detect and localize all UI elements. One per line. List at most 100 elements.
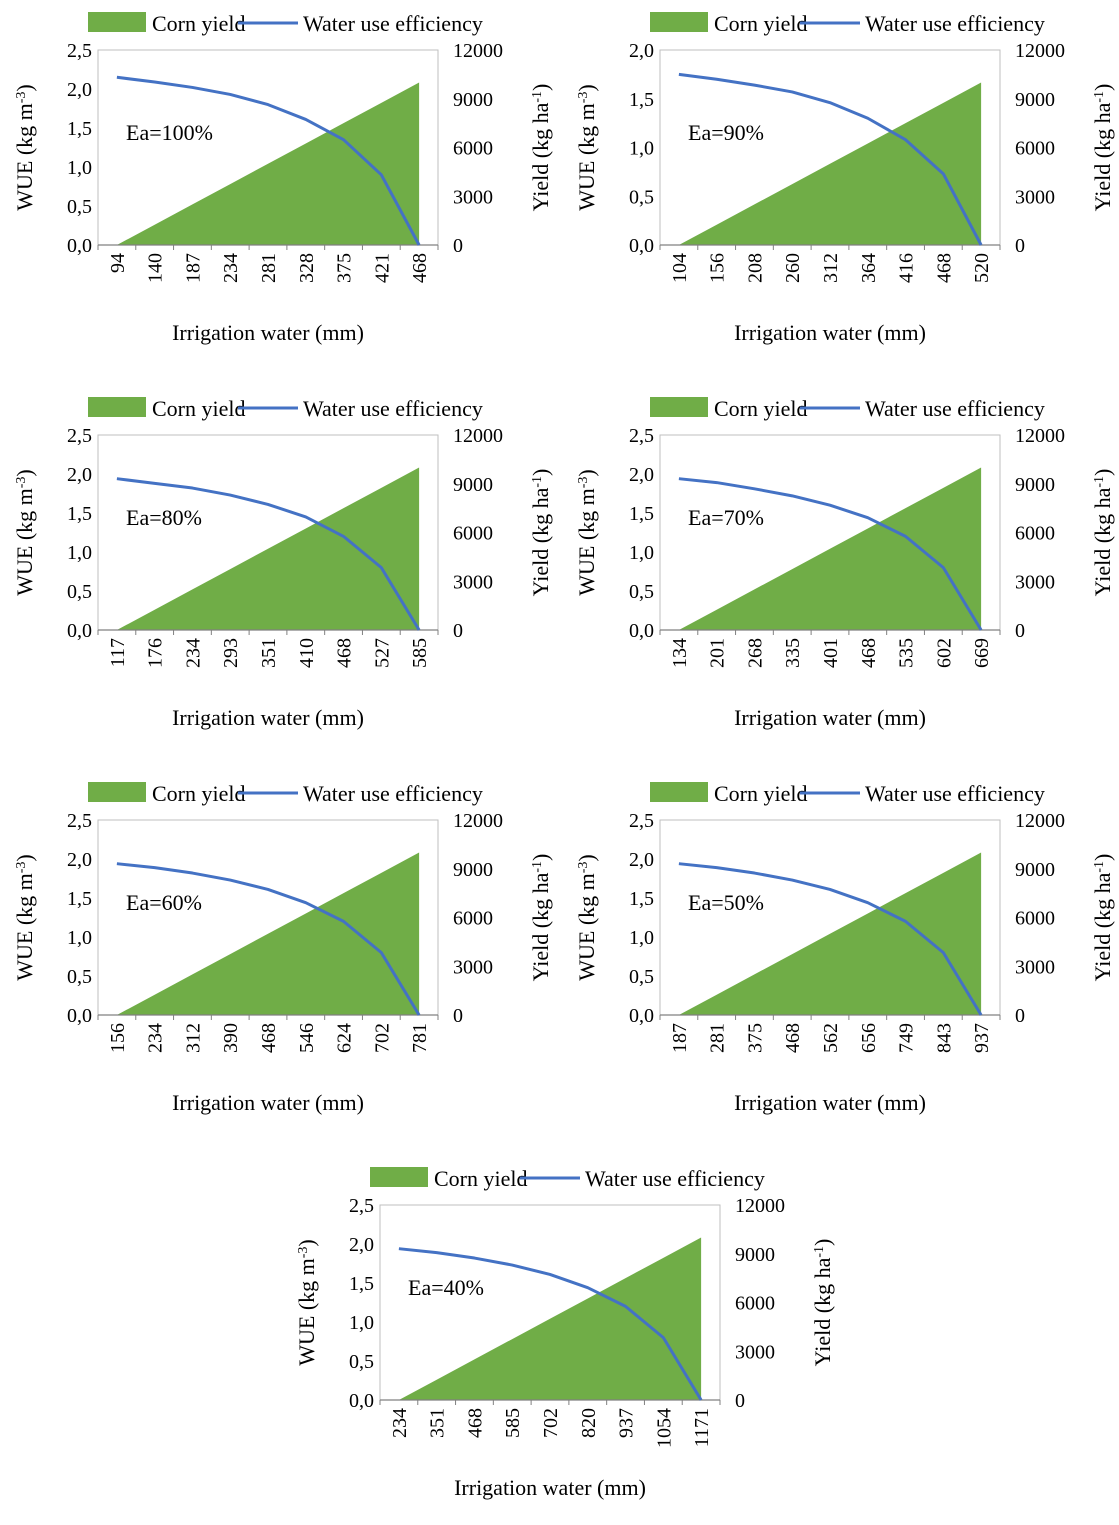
x-tick-label: 585 (409, 638, 431, 668)
legend-label-wue: Water use efficiency (865, 396, 1045, 421)
legend-swatch-corn-yield (88, 782, 146, 802)
x-tick-label: 749 (896, 1023, 918, 1053)
chart-svg-1: Corn yield Water use efficiency 0,0 0,5 1,0 1… (12, 11, 553, 345)
legend-label-wue: Water use efficiency (303, 396, 483, 421)
chart-panel-1: Corn yield Water use efficiency 0,0 0,5 1,0 1… (0, 0, 555, 370)
y-axis-right: 0 3000 6000 9000 12000 (453, 40, 503, 257)
y2-axis-title: Yield (kg ha-1) (810, 1239, 835, 1367)
y-tick-label: 0,5 (629, 186, 654, 208)
legend-label-corn-yield: Corn yield (714, 781, 808, 806)
legend-swatch-corn-yield (88, 397, 146, 417)
y2-tick-label: 9000 (735, 1244, 775, 1266)
x-tick-label: 410 (296, 638, 318, 668)
y-tick-label: 1,5 (629, 888, 654, 910)
y2-tick-label: 0 (1015, 235, 1025, 257)
wue-line (116, 862, 421, 1016)
y2-tick-label: 12000 (1015, 425, 1065, 447)
y-axis-left: 0,0 0,5 1,0 1,5 2,0 2,5 (67, 425, 92, 642)
x-tick-label: 364 (858, 253, 880, 283)
x-tick-label: 702 (371, 1023, 393, 1053)
y-axis-left: 0,0 0,5 1,0 1,5 2,0 2,5 (67, 40, 92, 257)
legend-label-wue: Water use efficiency (303, 781, 483, 806)
y-axis-title: WUE (kg m-3) (574, 84, 599, 211)
wue-line (678, 477, 983, 631)
x-tick-label: 176 (145, 638, 167, 668)
y-tick-label: 1,5 (67, 888, 92, 910)
y-tick-label: 1,5 (629, 503, 654, 525)
y2-axis-title: Yield (kg ha-1) (528, 469, 553, 597)
x-tick-label: 328 (296, 253, 318, 283)
y2-tick-label: 9000 (1015, 859, 1055, 881)
x-tick-label: 562 (820, 1023, 842, 1053)
x-tick-label: 656 (858, 1023, 880, 1053)
x-axis-title: Irrigation water (mm) (172, 1090, 364, 1115)
x-tick-label: 468 (858, 638, 880, 668)
y-tick-label: 0,5 (629, 581, 654, 603)
y-axis-title: WUE (kg m-3) (12, 469, 37, 596)
x-axis-title: Irrigation water (mm) (734, 705, 926, 730)
x-axis-title: Irrigation water (mm) (454, 1475, 646, 1500)
y2-tick-label: 3000 (453, 571, 493, 593)
y-tick-label: 2,0 (67, 464, 92, 486)
x-tick-label: 156 (107, 1023, 129, 1053)
legend: Corn yield Water use efficiency (650, 11, 1045, 36)
y-tick-label: 0,0 (629, 1005, 654, 1027)
y-axis-left: 0,0 0,5 1,0 1,5 2,0 2,5 (349, 1195, 374, 1412)
y-tick-label: 2,0 (629, 40, 654, 62)
x-axis: 117 176 234 293 351 410 468 527 585 (97, 630, 439, 668)
y-axis-title: WUE (kg m-3) (574, 469, 599, 596)
y-tick-label: 2,0 (629, 464, 654, 486)
x-tick-label: 234 (220, 253, 242, 283)
y-tick-label: 1,0 (67, 927, 92, 949)
x-tick-label: 468 (933, 253, 955, 283)
y-axis-left: 0,0 0,5 1,0 1,5 2,0 (629, 40, 654, 257)
x-tick-label: 624 (334, 1023, 356, 1053)
x-tick-label: 702 (540, 1408, 562, 1438)
corn-yield-area (678, 852, 982, 1015)
x-tick-label: 843 (933, 1023, 955, 1053)
x-axis-title: Irrigation water (mm) (172, 320, 364, 345)
legend: Corn yield Water use efficiency (88, 11, 483, 36)
corn-yield-area (398, 1237, 702, 1400)
y2-tick-label: 6000 (453, 908, 493, 930)
y2-tick-label: 9000 (1015, 474, 1055, 496)
y2-tick-label: 3000 (735, 1341, 775, 1363)
y-tick-label: 0,5 (67, 581, 92, 603)
x-tick-label: 390 (220, 1023, 242, 1053)
y-axis-title: WUE (kg m-3) (12, 84, 37, 211)
y-tick-label: 0,5 (349, 1351, 374, 1373)
y-axis-left: 0,0 0,5 1,0 1,5 2,0 2,5 (629, 425, 654, 642)
y-tick-label: 0,0 (629, 620, 654, 642)
y2-tick-label: 6000 (453, 138, 493, 160)
legend-label-wue: Water use efficiency (865, 11, 1045, 36)
y-axis-right: 0 3000 6000 9000 12000 (735, 1195, 785, 1412)
legend-label-corn-yield: Corn yield (152, 396, 246, 421)
legend-label-corn-yield: Corn yield (714, 396, 808, 421)
legend-swatch-corn-yield (88, 12, 146, 32)
legend: Corn yield Water use efficiency (650, 396, 1045, 421)
y-axis-left: 0,0 0,5 1,0 1,5 2,0 2,5 (67, 810, 92, 1027)
y2-tick-label: 12000 (1015, 810, 1065, 832)
y-tick-label: 2,0 (349, 1234, 374, 1256)
x-tick-label: 234 (145, 1023, 167, 1053)
x-tick-label: 468 (782, 1023, 804, 1053)
chart-panel-2: Corn yield Water use efficiency 0,0 0,5 1,0 1… (562, 0, 1117, 370)
legend: Corn yield Water use efficiency (88, 781, 483, 806)
chart-panel-5: Corn yield Water use efficiency 0,0 0,5 1,0 1… (0, 770, 555, 1140)
legend-label-wue: Water use efficiency (303, 11, 483, 36)
corn-yield-area (116, 82, 420, 245)
y-tick-label: 2,0 (67, 849, 92, 871)
corn-yield-area (678, 82, 982, 245)
y-tick-label: 2,5 (67, 40, 92, 62)
wue-line (678, 72, 983, 246)
y-tick-label: 0,5 (67, 196, 92, 218)
x-axis: 104 156 208 260 312 364 416 468 520 (659, 245, 1001, 283)
y2-tick-label: 9000 (453, 474, 493, 496)
y-tick-label: 1,5 (629, 89, 654, 111)
y-tick-label: 1,0 (629, 927, 654, 949)
x-tick-label: 312 (182, 1023, 204, 1053)
y-tick-label: 2,0 (67, 79, 92, 101)
x-tick-label: 602 (933, 638, 955, 668)
x-tick-label: 260 (782, 253, 804, 283)
